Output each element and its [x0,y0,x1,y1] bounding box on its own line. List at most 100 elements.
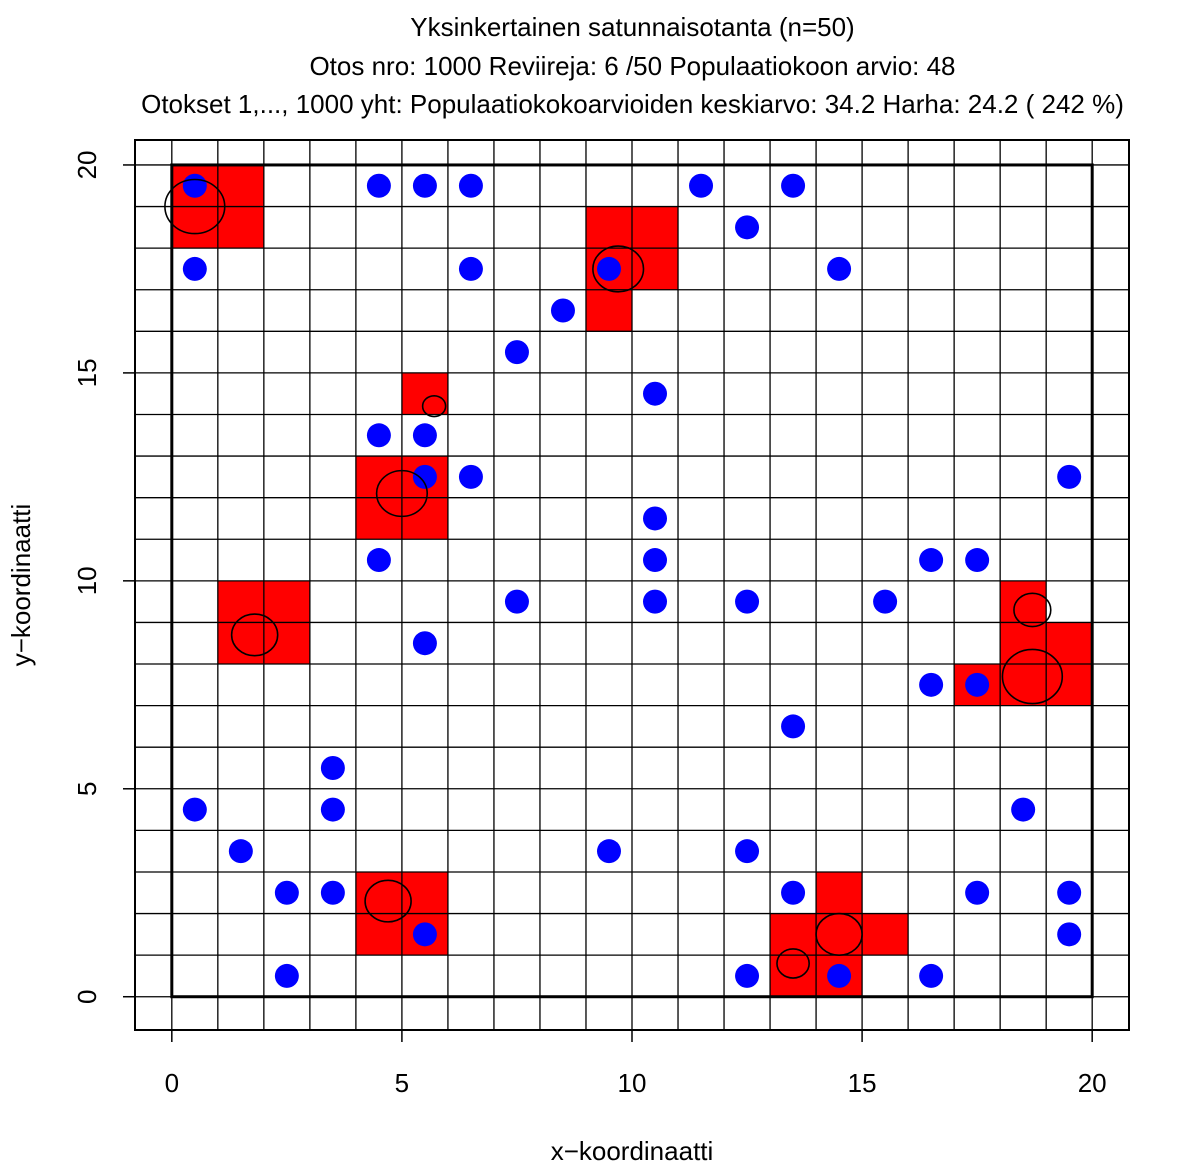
y-tick-label: 15 [72,358,102,387]
x-tick-label: 15 [848,1068,877,1098]
data-point [965,880,990,905]
data-point [228,839,253,864]
data-point [412,423,437,448]
sampled-cells-layer [171,164,1093,997]
data-point [781,714,806,739]
data-point [827,963,852,988]
data-point [182,797,207,822]
y-tick-label: 20 [72,150,102,179]
sampled-cell [355,871,402,914]
x-tick-label: 20 [1078,1068,1107,1098]
grid-layer [135,140,1129,1030]
y-tick-label: 10 [72,566,102,595]
sampled-cell [632,248,679,290]
data-point [1011,797,1036,822]
sampled-cell [1046,664,1093,706]
sampled-cell [585,289,632,332]
sampled-cell [816,871,863,914]
data-point [643,589,668,614]
sampled-cell [171,206,218,249]
data-point [689,173,714,198]
territory-circle [164,178,226,235]
sampled-cell [1000,622,1047,665]
data-point [458,464,483,489]
territory-circle [421,394,447,418]
territory-circle [230,613,279,657]
territory-circle [364,879,412,923]
x-tick-label: 5 [395,1068,409,1098]
data-point [965,672,990,697]
data-point [320,797,345,822]
data-point [919,548,944,573]
data-point [735,215,760,240]
data-point [504,589,529,614]
sampled-cell [217,164,264,207]
data-point [781,880,806,905]
sampled-cell [217,206,264,249]
territories-layer [164,178,1064,979]
data-point [827,256,852,281]
points-layer [182,173,1082,988]
data-point [366,548,391,573]
data-point [504,340,529,365]
data-point [412,631,437,656]
data-point [550,298,575,323]
territory-circle [776,948,810,979]
sampled-cell [1000,664,1047,706]
study-area-border [170,163,1094,999]
data-point [182,256,207,281]
data-point [320,880,345,905]
data-point [965,548,990,573]
axes-layer: 0 5 10 15 20 0 5 10 15 20 [72,150,1107,1098]
territory-circle [1001,648,1064,705]
data-point [643,506,668,531]
data-point [458,256,483,281]
data-point [274,963,299,988]
data-point [596,839,621,864]
sampled-cell [862,913,909,956]
data-point [274,880,299,905]
data-point [643,381,668,406]
data-point [320,755,345,780]
data-point [366,173,391,198]
sampled-cell [263,580,310,623]
data-point [596,256,621,281]
sampled-cell [816,913,863,956]
data-point [412,464,437,489]
y-tick-label: 0 [72,989,102,1003]
data-point [873,589,898,614]
data-point [735,589,760,614]
x-tick-label: 0 [165,1068,179,1098]
chart-subtitle: Otos nro: 1000 Reviireja: 6 /50 Populaat… [309,51,956,81]
x-axis-label: x−koordinaatti [551,1136,714,1166]
sampled-cell [585,206,632,249]
data-point [735,839,760,864]
y-tick-label: 5 [72,782,102,796]
data-point [735,963,760,988]
territory-circle [815,912,863,956]
y-axis-label: y−koordinaatti [6,504,36,667]
territory-circle [1013,592,1052,628]
sampled-cell [217,622,264,665]
data-point [643,548,668,573]
data-point [919,963,944,988]
data-point [1057,880,1082,905]
data-point [458,173,483,198]
sampled-cell [263,622,310,665]
data-point [412,173,437,198]
data-point [1057,464,1082,489]
data-point [366,423,391,448]
data-point [182,173,207,198]
data-point [1057,922,1082,947]
sampled-cell [1000,580,1047,623]
chart-title: Yksinkertainen satunnaisotanta (n=50) [410,12,855,42]
x-tick-label: 10 [618,1068,647,1098]
territory-circle [375,469,429,518]
sampled-cell [401,372,448,415]
territory-circle [592,245,645,293]
chart-subtitle-2: Otokset 1,..., 1000 yht: Populaatiokokoa… [141,89,1124,119]
sampled-cell [217,580,264,623]
data-point [412,922,437,947]
sampled-cell [632,206,679,249]
